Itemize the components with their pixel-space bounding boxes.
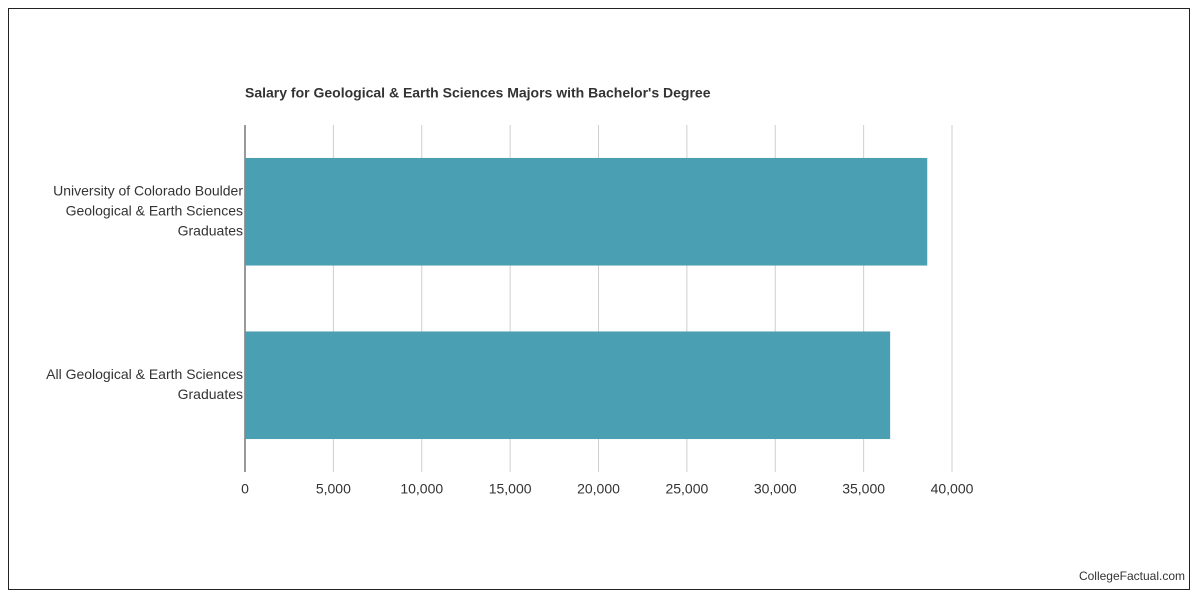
y-tick-label: All Geological & Earth Sciences (46, 366, 243, 382)
x-tick-label: 35,000 (842, 481, 885, 497)
x-tick-label: 5,000 (316, 481, 351, 497)
y-tick-label: Geological & Earth Sciences (66, 202, 243, 218)
bar (245, 157, 928, 266)
source-link[interactable]: CollegeFactual.com (1079, 569, 1185, 583)
x-tick-label: 20,000 (577, 481, 620, 497)
y-tick-label: University of Colorado Boulder (53, 182, 243, 198)
x-tick-label: 15,000 (489, 481, 532, 497)
x-tick-label: 25,000 (665, 481, 708, 497)
x-tick-label: 10,000 (400, 481, 443, 497)
bar (245, 331, 891, 440)
x-tick-label: 0 (241, 481, 249, 497)
x-tick-label: 30,000 (754, 481, 797, 497)
frame (8, 8, 1190, 590)
y-tick-label: Graduates (178, 386, 243, 402)
x-tick-label: 40,000 (931, 481, 974, 497)
chart-title: Salary for Geological & Earth Sciences M… (245, 85, 711, 101)
y-tick-label: Graduates (178, 222, 243, 238)
